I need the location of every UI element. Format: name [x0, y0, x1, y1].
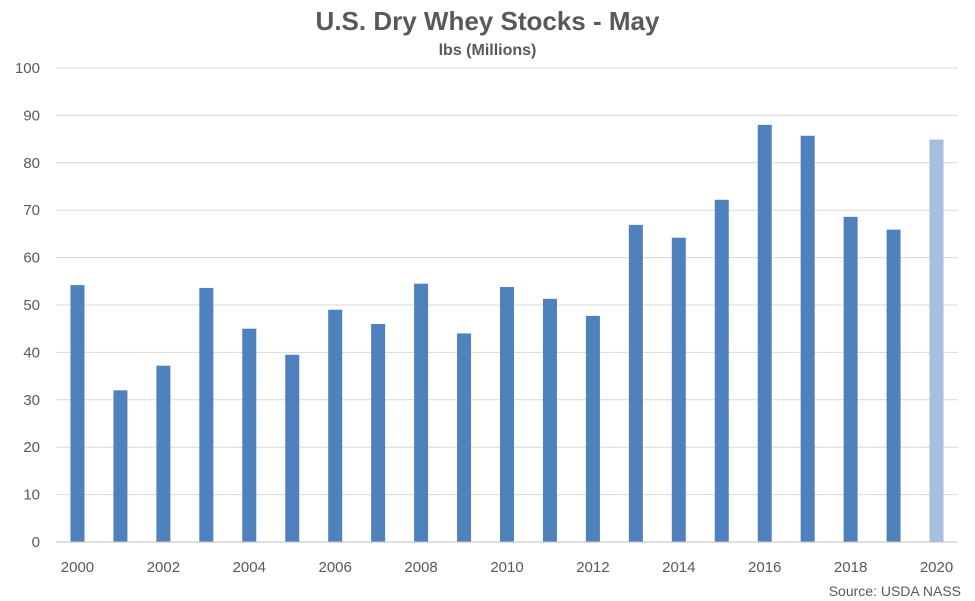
- y-tick-label: 10: [23, 487, 40, 504]
- bar-2012: [585, 315, 600, 542]
- x-tick-label: 2016: [748, 559, 781, 576]
- bar-2000: [70, 285, 85, 542]
- y-tick-label: 70: [23, 202, 40, 219]
- bar-2005: [285, 354, 300, 542]
- bar-2010: [500, 286, 514, 542]
- bar-2017: [800, 135, 815, 543]
- bar-2018: [843, 216, 858, 542]
- chart-title: U.S. Dry Whey Stocks - May: [315, 6, 660, 36]
- bar-2019: [886, 229, 901, 542]
- bar-2016: [757, 124, 772, 542]
- x-tick-label: 2000: [61, 559, 94, 576]
- y-tick-label: 30: [23, 392, 40, 409]
- x-tick-label: 2006: [319, 559, 352, 576]
- y-tick-label: 80: [23, 155, 40, 172]
- x-tick-label: 2020: [920, 559, 953, 576]
- y-tick-label: 50: [23, 297, 40, 314]
- bar-2009: [457, 333, 472, 542]
- bar-2001: [113, 390, 128, 542]
- x-tick-label: 2014: [662, 559, 695, 576]
- x-tick-label: 2018: [834, 559, 867, 576]
- bar-2015: [714, 199, 729, 542]
- chart-subtitle: lbs (Millions): [438, 42, 537, 59]
- y-tick-label: 90: [23, 107, 40, 124]
- bar-2011: [542, 298, 557, 542]
- x-tick-label: 2004: [233, 559, 266, 576]
- y-tick-label: 20: [23, 439, 40, 456]
- x-tick-label: 2010: [490, 559, 523, 576]
- bar-2006: [328, 309, 343, 542]
- bar-2004: [242, 328, 257, 542]
- bar-2007: [371, 323, 386, 542]
- y-tick-label: 60: [23, 250, 40, 267]
- bar-2020: [929, 139, 944, 542]
- bar-2008: [414, 283, 429, 542]
- y-tick-label: 0: [32, 534, 40, 551]
- bar-2003: [199, 287, 214, 542]
- bar-2002: [156, 365, 171, 542]
- bar-2013: [628, 224, 643, 543]
- chart-source: Source: USDA NASS: [828, 583, 961, 599]
- x-tick-label: 2012: [576, 559, 609, 576]
- bar-2014: [671, 237, 686, 542]
- y-tick-label: 100: [15, 60, 40, 77]
- x-tick-label: 2008: [404, 559, 437, 576]
- y-tick-label: 40: [23, 344, 40, 361]
- x-tick-label: 2002: [147, 559, 180, 576]
